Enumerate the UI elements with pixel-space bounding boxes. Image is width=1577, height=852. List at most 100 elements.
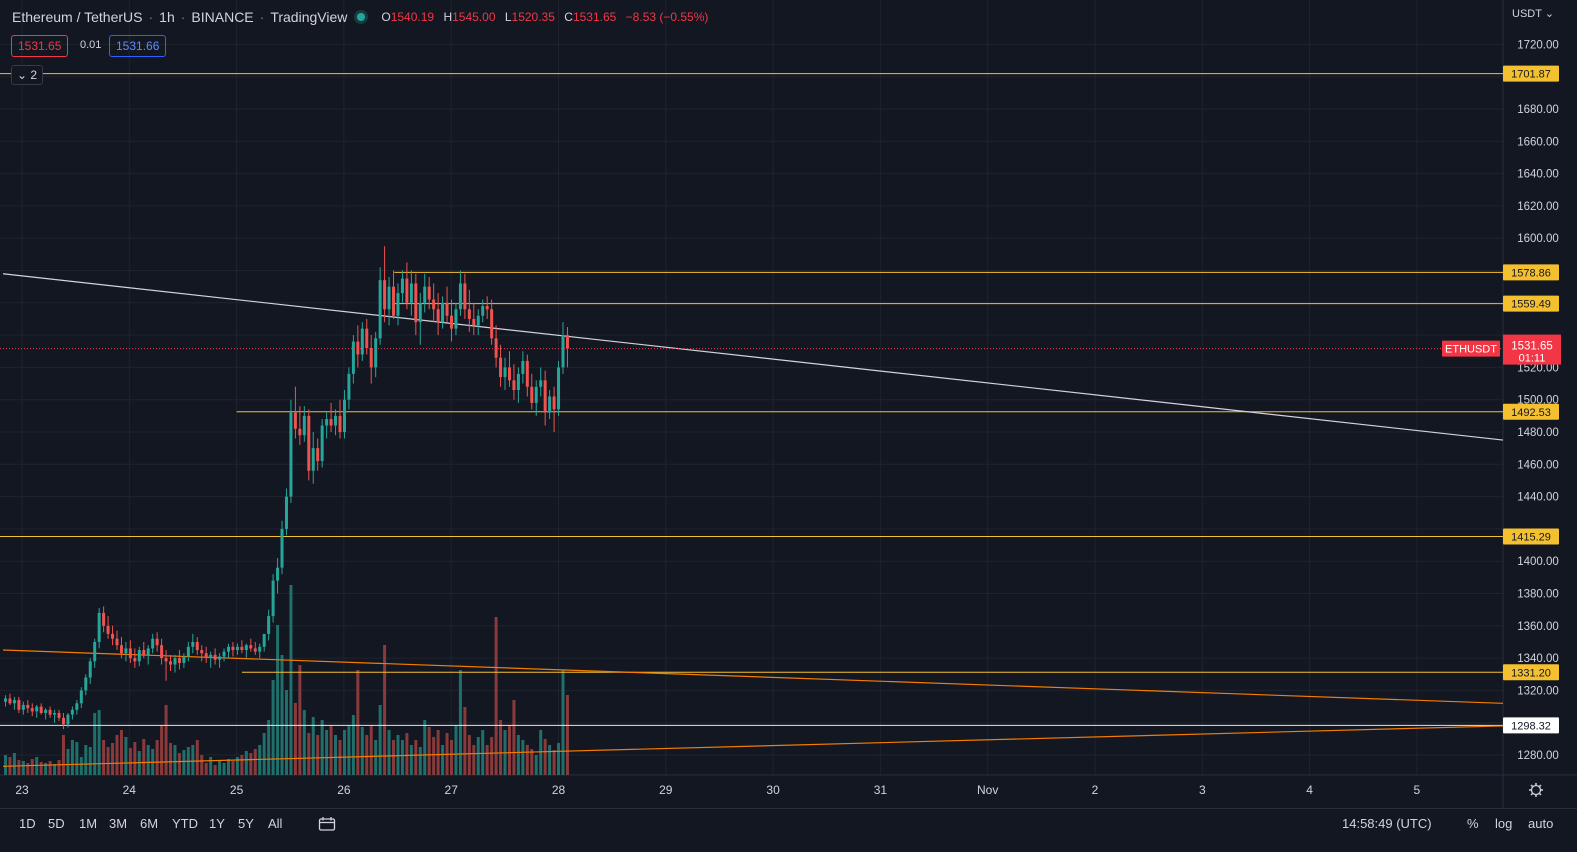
- candle: [204, 646, 208, 663]
- volume-bar: [191, 745, 195, 775]
- volume-bar: [160, 725, 164, 775]
- candle: [320, 419, 324, 468]
- candle: [423, 273, 427, 313]
- candle-body: [485, 306, 489, 310]
- bottom-toolbar: [0, 808, 1577, 852]
- level-price-label: 1559.49: [1503, 295, 1559, 312]
- open-label: O: [381, 10, 391, 24]
- candle: [347, 367, 351, 410]
- candle-body: [525, 360, 529, 387]
- candle-body: [119, 645, 123, 654]
- candle-body: [507, 367, 511, 381]
- range-button-1y[interactable]: 1Y: [209, 816, 225, 831]
- candle: [213, 648, 217, 665]
- percent-toggle[interactable]: %: [1467, 816, 1479, 831]
- candle-body: [503, 367, 507, 378]
- volume-bar: [258, 745, 262, 775]
- range-button-1d[interactable]: 1D: [19, 816, 36, 831]
- utc-clock[interactable]: 14:58:49 (UTC): [1342, 816, 1432, 831]
- candle-body: [182, 656, 186, 663]
- candle: [35, 704, 39, 718]
- volume-bar: [267, 720, 271, 775]
- candle-body: [244, 645, 248, 651]
- candle-body: [66, 714, 70, 725]
- volume-bar: [44, 763, 48, 775]
- calendar-goto-icon[interactable]: [318, 816, 336, 835]
- candle-body: [325, 419, 329, 426]
- volume-bar: [418, 747, 422, 775]
- candle: [227, 643, 230, 659]
- legend-header[interactable]: Ethereum / TetherUS · 1h · BINANCE · Tra…: [12, 9, 714, 25]
- price-tick-label: 1320.00: [1517, 685, 1559, 697]
- volume-bar: [334, 735, 338, 775]
- sell-button[interactable]: 1531.65: [11, 35, 69, 57]
- auto-toggle[interactable]: auto: [1528, 816, 1554, 831]
- candle-body: [548, 396, 552, 413]
- range-button-all[interactable]: All: [268, 816, 283, 831]
- indicators-toggle-button[interactable]: ⌄ 2: [11, 65, 43, 85]
- level-price-label: 1415.29: [1503, 528, 1559, 545]
- volume-bar: [53, 764, 57, 775]
- volume-bar: [552, 750, 556, 775]
- level-price-label: 1701.87: [1503, 65, 1559, 82]
- price-chart[interactable]: 1280.00 1320.00 1340.00 1360.00 1380.00 1400.…: [0, 0, 1577, 808]
- candle-body: [539, 380, 543, 387]
- trend-line[interactable]: [2, 649, 1504, 704]
- volume-bar: [400, 740, 404, 775]
- volume-bar: [365, 735, 369, 775]
- candle-body: [521, 360, 525, 374]
- gear-icon[interactable]: [1529, 783, 1543, 797]
- range-button-5d[interactable]: 5D: [48, 816, 65, 831]
- candle: [351, 335, 355, 384]
- candle-body: [374, 338, 378, 368]
- candle-body: [61, 717, 65, 725]
- trend-line[interactable]: [2, 725, 1504, 767]
- candle: [8, 693, 12, 705]
- candle-body: [409, 283, 413, 303]
- candle: [128, 640, 132, 663]
- candle: [195, 637, 199, 655]
- candle: [235, 643, 239, 655]
- volume-bar: [182, 750, 186, 775]
- range-button-ytd[interactable]: YTD: [172, 816, 198, 831]
- volume-bar: [396, 735, 400, 775]
- trend-line[interactable]: [2, 273, 1504, 441]
- candle-body: [530, 386, 534, 403]
- candle: [253, 641, 257, 655]
- buy-button[interactable]: 1531.66: [109, 35, 167, 57]
- volume-bar: [463, 707, 467, 775]
- candle-body: [347, 373, 351, 400]
- level-label-bg: [1503, 528, 1559, 545]
- candle-body: [476, 315, 480, 326]
- symbol-title[interactable]: Ethereum / TetherUS: [12, 9, 143, 25]
- candle-body: [311, 448, 315, 471]
- candle-body: [79, 690, 83, 704]
- volume-bar: [35, 757, 39, 775]
- candle-body: [454, 309, 458, 329]
- price-tick-label: 1660.00: [1517, 136, 1559, 148]
- time-tick-label: 27: [445, 783, 459, 797]
- candle: [4, 695, 7, 707]
- candle-body: [365, 328, 369, 349]
- time-tick-label: 29: [659, 783, 673, 797]
- range-button-3m[interactable]: 3M: [109, 816, 128, 831]
- candle: [441, 296, 445, 329]
- volume-bar: [133, 742, 137, 775]
- candle-body: [240, 646, 244, 651]
- candle: [432, 283, 436, 323]
- candle-body: [316, 448, 320, 462]
- exchange-label: BINANCE: [191, 9, 254, 25]
- log-toggle[interactable]: log: [1495, 816, 1513, 831]
- range-button-5y[interactable]: 5Y: [238, 816, 254, 831]
- level-price-label: 1331.20: [1503, 664, 1559, 681]
- volume-bar: [173, 745, 177, 775]
- candle: [400, 270, 404, 303]
- range-button-1m[interactable]: 1M: [79, 816, 98, 831]
- volume-bar: [525, 745, 529, 775]
- candle: [311, 432, 315, 484]
- range-button-6m[interactable]: 6M: [140, 816, 159, 831]
- volume-bar: [467, 735, 471, 775]
- candle: [418, 293, 422, 345]
- currency-selector[interactable]: USDT ⌄: [1512, 7, 1554, 20]
